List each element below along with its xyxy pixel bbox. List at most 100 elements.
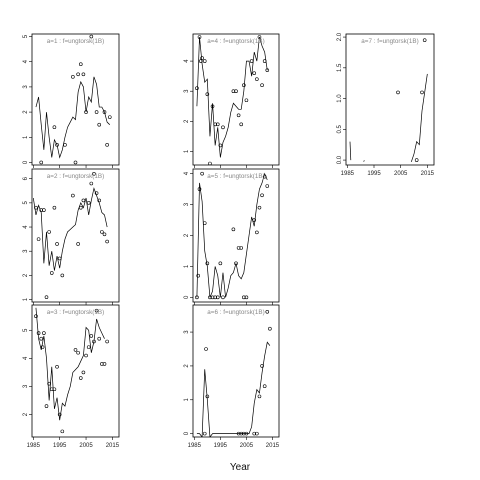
data-point bbox=[49, 271, 54, 275]
y-tick-label: 5 bbox=[23, 328, 29, 332]
data-point bbox=[60, 273, 65, 278]
data-point bbox=[239, 246, 244, 250]
data-point bbox=[231, 89, 236, 94]
data-point bbox=[47, 381, 51, 386]
series-line bbox=[196, 172, 268, 298]
data-point bbox=[44, 404, 49, 408]
data-point bbox=[265, 184, 270, 188]
data-point bbox=[236, 113, 241, 118]
y-tick-label: 0.0 bbox=[337, 155, 343, 164]
panel-frame bbox=[192, 304, 280, 438]
y-tick-label: 3 bbox=[184, 330, 190, 334]
panel-frame bbox=[31, 304, 120, 438]
panel-7: 0.0 0.5 1.0 1.5 2.0 1985 1995 2005 2015 a=7 : f=u… bbox=[337, 32, 435, 177]
series-line bbox=[410, 73, 428, 163]
data-point bbox=[39, 160, 44, 165]
data-point bbox=[57, 412, 62, 417]
y-tick-label: 0.5 bbox=[337, 124, 343, 133]
data-point bbox=[257, 35, 262, 39]
x-tick-label: 2005 bbox=[240, 443, 254, 449]
panel-3: 2 3 4 5 1985 1995 2005 2015 a=3 : f=ungtorsk(1B) bbox=[23, 304, 120, 449]
y-tick-label: 4 bbox=[184, 59, 190, 63]
y-tick-label: 2 bbox=[23, 110, 29, 114]
data-point bbox=[49, 387, 54, 392]
panel-data bbox=[196, 309, 272, 437]
panel-5: 0 1 2 3 4 a=5 : f=ungtorsk(1B) bbox=[184, 168, 280, 305]
data-point bbox=[102, 232, 107, 237]
y-tick-label: 4 bbox=[184, 171, 190, 175]
data-point bbox=[89, 34, 94, 39]
x-tick-label: 1995 bbox=[367, 171, 381, 177]
data-point bbox=[242, 295, 246, 300]
data-point bbox=[78, 205, 83, 210]
data-point bbox=[105, 339, 109, 344]
data-point bbox=[105, 143, 109, 147]
data-point bbox=[422, 38, 427, 42]
data-point bbox=[414, 158, 419, 162]
x-tick-label: 1995 bbox=[53, 443, 67, 449]
series-line bbox=[32, 187, 108, 271]
data-point bbox=[92, 339, 96, 344]
x-tick-label: 2005 bbox=[394, 171, 408, 177]
data-point bbox=[81, 370, 86, 375]
data-point bbox=[107, 115, 112, 119]
data-point bbox=[242, 83, 246, 87]
data-point bbox=[71, 193, 75, 198]
panel-frame bbox=[31, 168, 120, 303]
data-point bbox=[252, 431, 257, 436]
data-point bbox=[234, 261, 238, 266]
y-tick-label: 5 bbox=[23, 201, 29, 205]
data-point bbox=[97, 198, 102, 203]
y-tick-label: 2 bbox=[23, 273, 29, 277]
panel-2: 1 2 3 4 5 6 a=2 : f=ungtorsk(1B) bbox=[23, 168, 120, 305]
data-point bbox=[218, 143, 223, 148]
data-point bbox=[202, 431, 207, 436]
data-point bbox=[205, 261, 210, 266]
data-point bbox=[255, 77, 259, 81]
data-point bbox=[202, 221, 207, 225]
panel-label: a=7 : f=ungtorsk(1B) bbox=[361, 38, 418, 45]
data-point bbox=[208, 295, 212, 300]
x-axis-title: Year bbox=[230, 462, 251, 473]
data-point bbox=[97, 122, 102, 127]
panel-frame bbox=[192, 33, 280, 166]
data-point bbox=[39, 208, 44, 212]
data-point bbox=[52, 205, 57, 210]
data-point bbox=[47, 230, 51, 234]
panel-frame bbox=[345, 33, 435, 166]
data-point bbox=[200, 171, 204, 176]
series-line bbox=[196, 341, 271, 437]
data-point bbox=[210, 104, 215, 109]
data-point bbox=[215, 122, 220, 127]
panel-label: a=6 : f=ungtorsk(1B) bbox=[207, 309, 264, 316]
y-tick-label: 1 bbox=[23, 297, 29, 301]
data-point bbox=[196, 273, 201, 278]
data-point bbox=[84, 353, 88, 358]
data-point bbox=[100, 230, 104, 234]
data-point bbox=[86, 345, 91, 349]
data-point bbox=[55, 242, 59, 246]
panel-data bbox=[34, 307, 109, 434]
y-tick-label: 4 bbox=[23, 225, 29, 229]
data-point bbox=[73, 348, 78, 352]
y-tick-label: 0 bbox=[23, 160, 29, 164]
data-point bbox=[260, 364, 264, 368]
data-point bbox=[262, 174, 267, 179]
y-tick-label: 3 bbox=[184, 202, 190, 206]
data-point bbox=[252, 218, 257, 222]
data-point bbox=[260, 83, 264, 87]
data-point bbox=[42, 331, 46, 335]
data-point bbox=[239, 431, 244, 436]
data-point bbox=[78, 376, 83, 380]
x-tick-label: 2015 bbox=[106, 443, 120, 449]
data-point bbox=[255, 230, 259, 235]
y-tick-label: 1 bbox=[184, 264, 190, 268]
data-point bbox=[234, 89, 238, 94]
y-tick-label: 4 bbox=[23, 59, 29, 63]
y-tick-label: 1 bbox=[23, 135, 29, 139]
panel-4: 1 2 3 4 a=4 : f=ungtorsk(1B) bbox=[184, 33, 280, 168]
data-point bbox=[221, 295, 225, 300]
data-point bbox=[76, 72, 80, 77]
series-line bbox=[349, 141, 352, 161]
